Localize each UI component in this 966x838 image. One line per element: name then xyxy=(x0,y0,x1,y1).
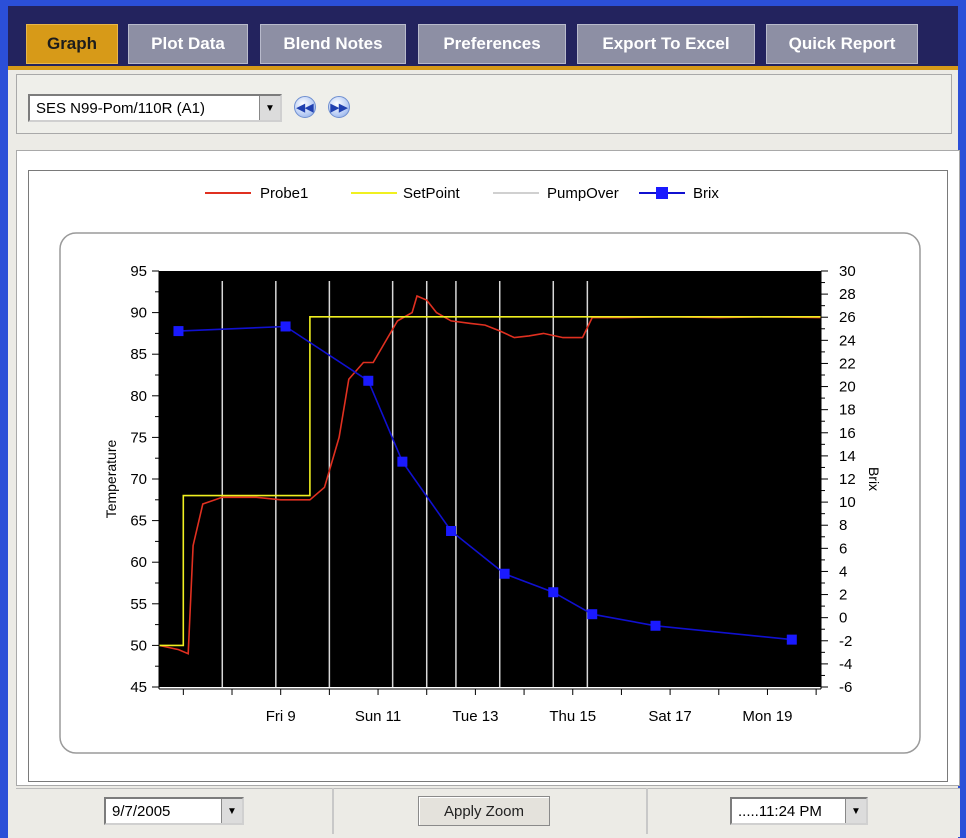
chevron-down-icon[interactable]: ▼ xyxy=(845,799,866,823)
divider xyxy=(646,788,648,834)
y2-tick-label: 12 xyxy=(839,471,856,488)
y2-tick-label: -6 xyxy=(839,679,852,696)
y-tick-label: 70 xyxy=(130,471,147,488)
y2-axis-label: Brix xyxy=(866,467,882,491)
brix-point xyxy=(786,634,797,645)
tank-select[interactable]: SES N99-Pom/110R (A1) ▼ xyxy=(28,94,282,122)
legend-setpoint-label: SetPoint xyxy=(403,185,461,202)
legend-brix-label: Brix xyxy=(693,185,719,202)
y2-tick-label: 2 xyxy=(839,587,847,604)
y-tick-label: 50 xyxy=(130,637,147,654)
brix-point xyxy=(446,526,457,536)
fast-forward-icon[interactable]: ▶▶ xyxy=(328,96,350,118)
plot-area xyxy=(159,271,821,687)
brix-point xyxy=(397,456,408,467)
tab-blend-notes[interactable]: Blend Notes xyxy=(260,24,406,64)
tank-select-value: SES N99-Pom/110R (A1) xyxy=(36,99,205,117)
x-tick-label: Thu 15 xyxy=(549,708,596,725)
legend-brix-marker xyxy=(656,187,668,199)
apply-zoom-button[interactable]: Apply Zoom xyxy=(418,796,550,826)
brix-point xyxy=(587,609,598,620)
tab-preferences[interactable]: Preferences xyxy=(418,24,566,64)
y-tick-label: 65 xyxy=(130,513,147,530)
start-date-value: 9/7/2005 xyxy=(112,802,171,820)
x-tick-label: Sat 17 xyxy=(648,708,691,725)
y-tick-label: 90 xyxy=(130,305,147,322)
y-tick-label: 85 xyxy=(130,346,147,363)
y2-tick-label: 6 xyxy=(839,540,847,557)
y2-tick-label: 24 xyxy=(839,332,856,349)
y-tick-label: 75 xyxy=(130,429,147,446)
series-brix-line xyxy=(178,325,792,641)
tab-quick-report[interactable]: Quick Report xyxy=(766,24,918,64)
brix-point xyxy=(280,321,291,332)
start-date-select[interactable]: 9/7/2005 ▼ xyxy=(104,797,244,825)
x-tick-label: Sun 11 xyxy=(355,708,401,725)
y2-tick-label: 0 xyxy=(839,610,847,627)
y-tick-label: 60 xyxy=(130,554,147,571)
y2-tick-label: 14 xyxy=(839,448,856,465)
tab-graph[interactable]: Graph xyxy=(26,24,118,64)
y-tick-label: 55 xyxy=(130,596,147,613)
brix-point xyxy=(548,587,559,598)
tab-plot-data[interactable]: Plot Data xyxy=(128,24,248,64)
y2-tick-label: 8 xyxy=(839,517,847,534)
series-probe1-line xyxy=(158,294,822,655)
y2-tick-label: 26 xyxy=(839,309,856,326)
y-axis-label: Temperature xyxy=(103,439,119,518)
y-tick-label: 45 xyxy=(130,679,147,696)
y2-tick-label: 16 xyxy=(839,425,856,442)
y2-tick-label: 4 xyxy=(839,563,847,580)
y-tick-label: 80 xyxy=(130,388,147,405)
y2-tick-label: 20 xyxy=(839,379,856,396)
y2-tick-label: 22 xyxy=(839,355,856,372)
brix-point xyxy=(499,568,510,579)
chart-container: Probe1 SetPoint PumpOver Brix 45 50 55 60 65… xyxy=(28,170,948,782)
y2-tick-label: 30 xyxy=(839,263,856,280)
brix-point xyxy=(173,326,184,337)
brix-point xyxy=(363,375,374,386)
chart: Probe1 SetPoint PumpOver Brix 4550556065… xyxy=(59,185,921,754)
y2-tick-label: -4 xyxy=(839,656,852,673)
y2-tick-label: 28 xyxy=(839,286,856,303)
divider xyxy=(332,788,334,834)
y2-tick-label: -2 xyxy=(839,633,852,650)
y2-tick-label: 18 xyxy=(839,402,856,419)
y2-tick-label: 10 xyxy=(839,494,856,511)
legend-pumpover-label: PumpOver xyxy=(547,185,619,202)
x-tick-label: Fri 9 xyxy=(266,708,296,725)
series-setpoint-line xyxy=(159,316,821,647)
chevron-down-icon[interactable]: ▼ xyxy=(221,799,242,823)
end-time-value: .....11:24 PM xyxy=(738,802,822,820)
brix-point xyxy=(650,620,661,631)
chevron-down-icon[interactable]: ▼ xyxy=(259,96,280,120)
y-tick-label: 95 xyxy=(130,263,147,280)
x-tick-label: Tue 13 xyxy=(452,708,498,725)
legend-probe1-label: Probe1 xyxy=(260,185,308,202)
end-time-select[interactable]: .....11:24 PM ▼ xyxy=(730,797,868,825)
tab-export-to-excel[interactable]: Export To Excel xyxy=(577,24,755,64)
legend: Probe1 SetPoint PumpOver Brix xyxy=(205,185,719,202)
x-tick-label: Mon 19 xyxy=(742,708,792,725)
rewind-icon[interactable]: ◀◀ xyxy=(294,96,316,118)
